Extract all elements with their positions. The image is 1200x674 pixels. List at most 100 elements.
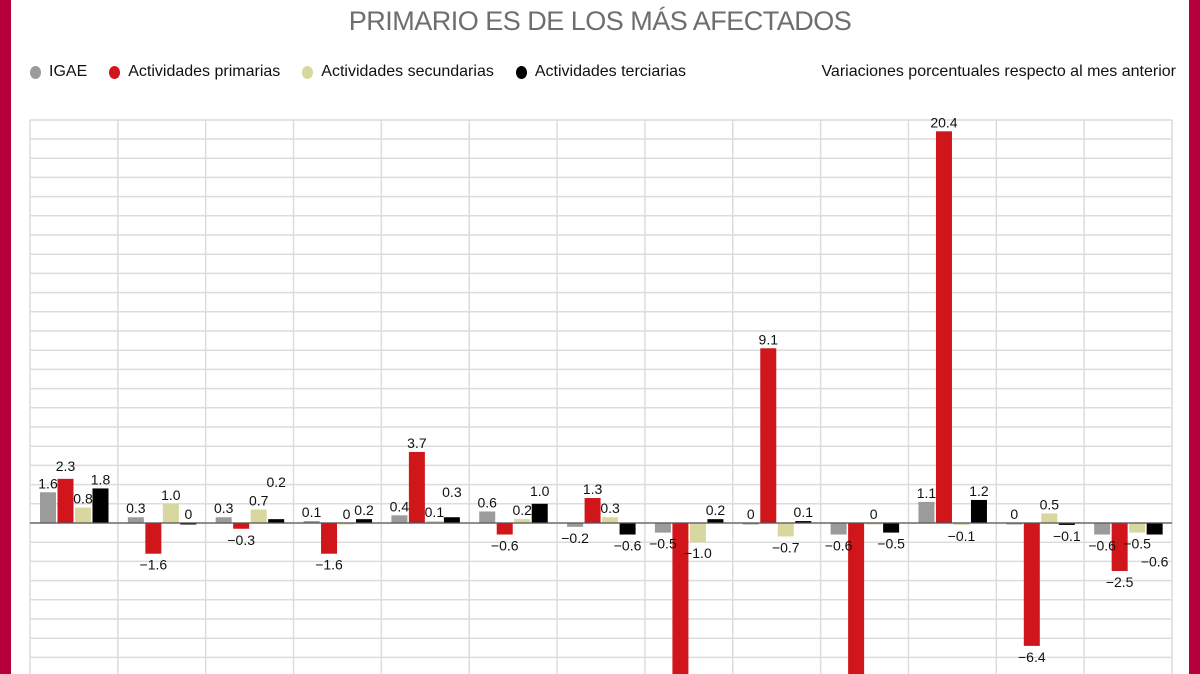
data-label: 0.3	[126, 500, 146, 516]
bar-2-10	[953, 523, 970, 525]
bar-2-2	[250, 509, 267, 523]
bar-3-8	[795, 521, 812, 523]
bar-3-6	[619, 523, 636, 535]
bar-3-2	[268, 519, 285, 523]
data-label: −0.5	[877, 536, 905, 552]
data-label: −0.6	[825, 538, 853, 554]
legend-label: IGAE	[49, 63, 88, 80]
bar-2-11	[1041, 513, 1058, 523]
bar-3-3	[356, 519, 373, 523]
data-label: 0.7	[249, 493, 269, 509]
bar-2-12	[1129, 523, 1146, 533]
data-label: 0.8	[73, 491, 93, 507]
data-label: −0.1	[948, 528, 976, 544]
legend-dot-icon	[30, 65, 41, 79]
bar-2-3	[338, 523, 355, 525]
bar-0-0	[40, 492, 56, 523]
data-label: −0.6	[1141, 554, 1169, 570]
legend-dot-icon	[302, 65, 314, 79]
bar-3-4	[443, 517, 460, 523]
bar-1-11	[1023, 523, 1040, 646]
data-label: 1.3	[583, 481, 603, 497]
legend-igae: IGAE	[30, 63, 87, 81]
data-label: 0.3	[214, 500, 234, 516]
bar-0-1	[127, 517, 144, 523]
bar-2-8	[777, 523, 794, 537]
data-label: −0.2	[561, 530, 589, 546]
data-label: 0	[747, 506, 755, 522]
bar-1-4	[408, 451, 425, 523]
bar-2-6	[602, 517, 619, 523]
bar-2-4	[426, 521, 443, 523]
bar-0-9	[830, 523, 847, 535]
bar-1-3	[321, 523, 338, 554]
bar-3-5	[531, 503, 548, 523]
bar-3-11	[1058, 523, 1075, 525]
legend-label: Actividades secundarias	[321, 63, 494, 80]
data-label: −6.4	[1018, 649, 1046, 665]
bar-1-12	[1111, 523, 1128, 571]
data-label: 0.2	[354, 502, 374, 518]
data-label: 1.8	[91, 471, 111, 487]
legend: IGAE Actividades primarias Actividades s…	[30, 63, 708, 81]
data-label: 0.5	[1040, 496, 1060, 512]
data-label: 0.3	[600, 500, 620, 516]
data-label: 1.6	[38, 475, 58, 491]
data-label: 0.6	[477, 494, 497, 510]
data-label: 1.2	[969, 483, 989, 499]
bar-3-1	[180, 523, 197, 525]
bar-1-5	[496, 523, 513, 535]
legend-dot-icon	[515, 65, 527, 79]
data-label: 0.2	[706, 502, 726, 518]
data-label: 1.1	[917, 485, 937, 501]
data-label: 1.0	[161, 487, 181, 503]
data-label: 2.3	[56, 458, 76, 474]
bar-1-10	[935, 131, 952, 523]
bar-1-8	[760, 348, 777, 523]
data-label: −1.6	[315, 557, 343, 573]
data-label: 0.1	[302, 504, 322, 520]
bar-2-9	[865, 523, 882, 525]
bar-3-9	[883, 523, 900, 533]
legend-label: Actividades primarias	[128, 63, 281, 80]
data-label: 0.4	[390, 498, 410, 514]
bar-0-8	[742, 523, 759, 525]
data-label: −0.6	[491, 538, 519, 554]
data-label: −1.0	[684, 545, 712, 561]
data-label: 1.0	[530, 483, 550, 499]
data-label: 0.1	[794, 504, 814, 520]
bar-0-2	[215, 517, 232, 523]
bar-2-5	[514, 519, 531, 523]
data-label: −0.5	[649, 536, 677, 552]
legend-secundarias: Actividades secundarias	[302, 63, 494, 81]
legend-dot-icon	[109, 65, 121, 79]
bar-0-11	[1006, 523, 1023, 525]
bar-0-4	[391, 515, 408, 523]
data-label: −0.1	[1053, 528, 1081, 544]
data-label: −0.6	[1088, 538, 1116, 554]
data-label: −0.7	[772, 539, 800, 555]
data-label: 0	[870, 506, 878, 522]
bar-0-5	[479, 511, 496, 523]
legend-terciarias: Actividades terciarias	[515, 63, 687, 81]
bar-1-2	[233, 523, 250, 529]
data-label: 3.7	[407, 435, 427, 451]
data-label: 0.1	[425, 504, 445, 520]
data-label: −0.3	[227, 532, 255, 548]
bar-0-3	[303, 521, 320, 523]
bar-0-7	[654, 523, 671, 533]
right-border	[1189, 0, 1200, 674]
bar-0-12	[1094, 523, 1111, 535]
legend-label: Actividades terciarias	[534, 63, 687, 80]
bar-1-1	[145, 523, 162, 554]
chart-title: PRIMARIO ES DE LOS MÁS AFECTADOS	[348, 6, 852, 36]
data-label: −1.6	[140, 557, 168, 573]
units-note: Variaciones porcentuales respecto al mes…	[821, 63, 1176, 80]
data-label: 0	[343, 506, 351, 522]
bar-3-7	[707, 519, 724, 523]
left-border	[0, 0, 11, 674]
data-label: −0.6	[614, 538, 642, 554]
bar-1-7	[672, 523, 689, 674]
bar-2-7	[689, 523, 706, 543]
bar-3-10	[970, 499, 987, 523]
